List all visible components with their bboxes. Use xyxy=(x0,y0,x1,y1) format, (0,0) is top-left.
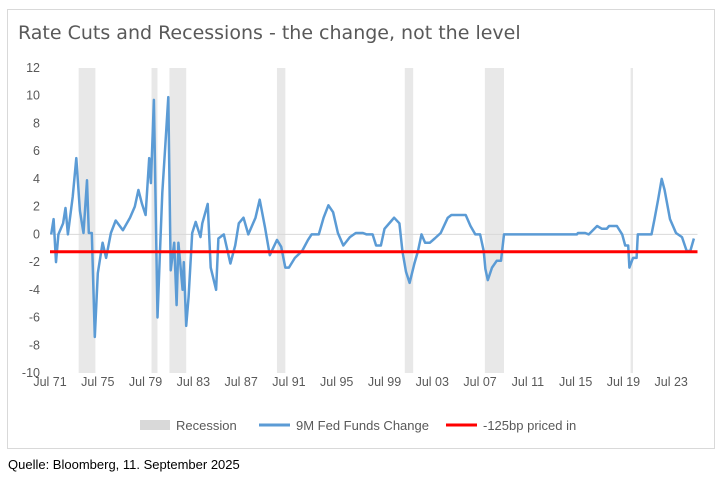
legend-priced-in-label: -125bp priced in xyxy=(483,418,576,433)
recession-band xyxy=(169,68,187,373)
x-tick-label: Jul 91 xyxy=(272,375,305,389)
y-tick-label: -8 xyxy=(29,338,40,352)
x-tick-label: Jul 99 xyxy=(368,375,401,389)
x-tick-label: Jul 07 xyxy=(463,375,496,389)
y-tick-label: 6 xyxy=(33,144,40,158)
chart-frame xyxy=(7,9,715,449)
x-tick-label: Jul 23 xyxy=(655,375,688,389)
y-tick-label: -4 xyxy=(29,283,40,297)
legend-fed-funds-label: 9M Fed Funds Change xyxy=(296,418,429,433)
y-tick-label: 2 xyxy=(33,200,40,214)
recession-band xyxy=(630,68,633,373)
recession-band xyxy=(276,68,286,373)
recession-band xyxy=(484,68,504,373)
y-tick-label: -6 xyxy=(29,311,40,325)
recession-band xyxy=(404,68,414,373)
x-tick-label: Jul 71 xyxy=(33,375,66,389)
x-tick-label: Jul 11 xyxy=(512,375,544,389)
y-tick-label: 12 xyxy=(26,61,40,75)
x-tick-label: Jul 15 xyxy=(559,375,592,389)
x-tick-label: Jul 79 xyxy=(129,375,162,389)
recession-band xyxy=(151,68,158,373)
legend-recession-swatch xyxy=(140,420,170,430)
x-tick-label: Jul 03 xyxy=(416,375,449,389)
x-tick-label: Jul 19 xyxy=(607,375,640,389)
recession-band xyxy=(78,68,96,373)
y-tick-label: 8 xyxy=(33,116,40,130)
legend-recession-label: Recession xyxy=(176,418,237,433)
x-tick-label: Jul 87 xyxy=(224,375,257,389)
x-tick-label: Jul 83 xyxy=(177,375,210,389)
y-tick-label: 0 xyxy=(33,227,40,241)
x-tick-label: Jul 75 xyxy=(81,375,114,389)
source-note: Quelle: Bloomberg, 11. September 2025 xyxy=(8,457,240,472)
y-tick-label: -10 xyxy=(22,366,40,380)
chart-title: Rate Cuts and Recessions - the change, n… xyxy=(18,22,521,44)
y-tick-label: -2 xyxy=(29,255,40,269)
y-tick-label: 4 xyxy=(33,172,40,186)
fed-funds-change-line xyxy=(49,95,696,339)
y-tick-label: 10 xyxy=(26,89,40,103)
x-tick-label: Jul 95 xyxy=(320,375,353,389)
